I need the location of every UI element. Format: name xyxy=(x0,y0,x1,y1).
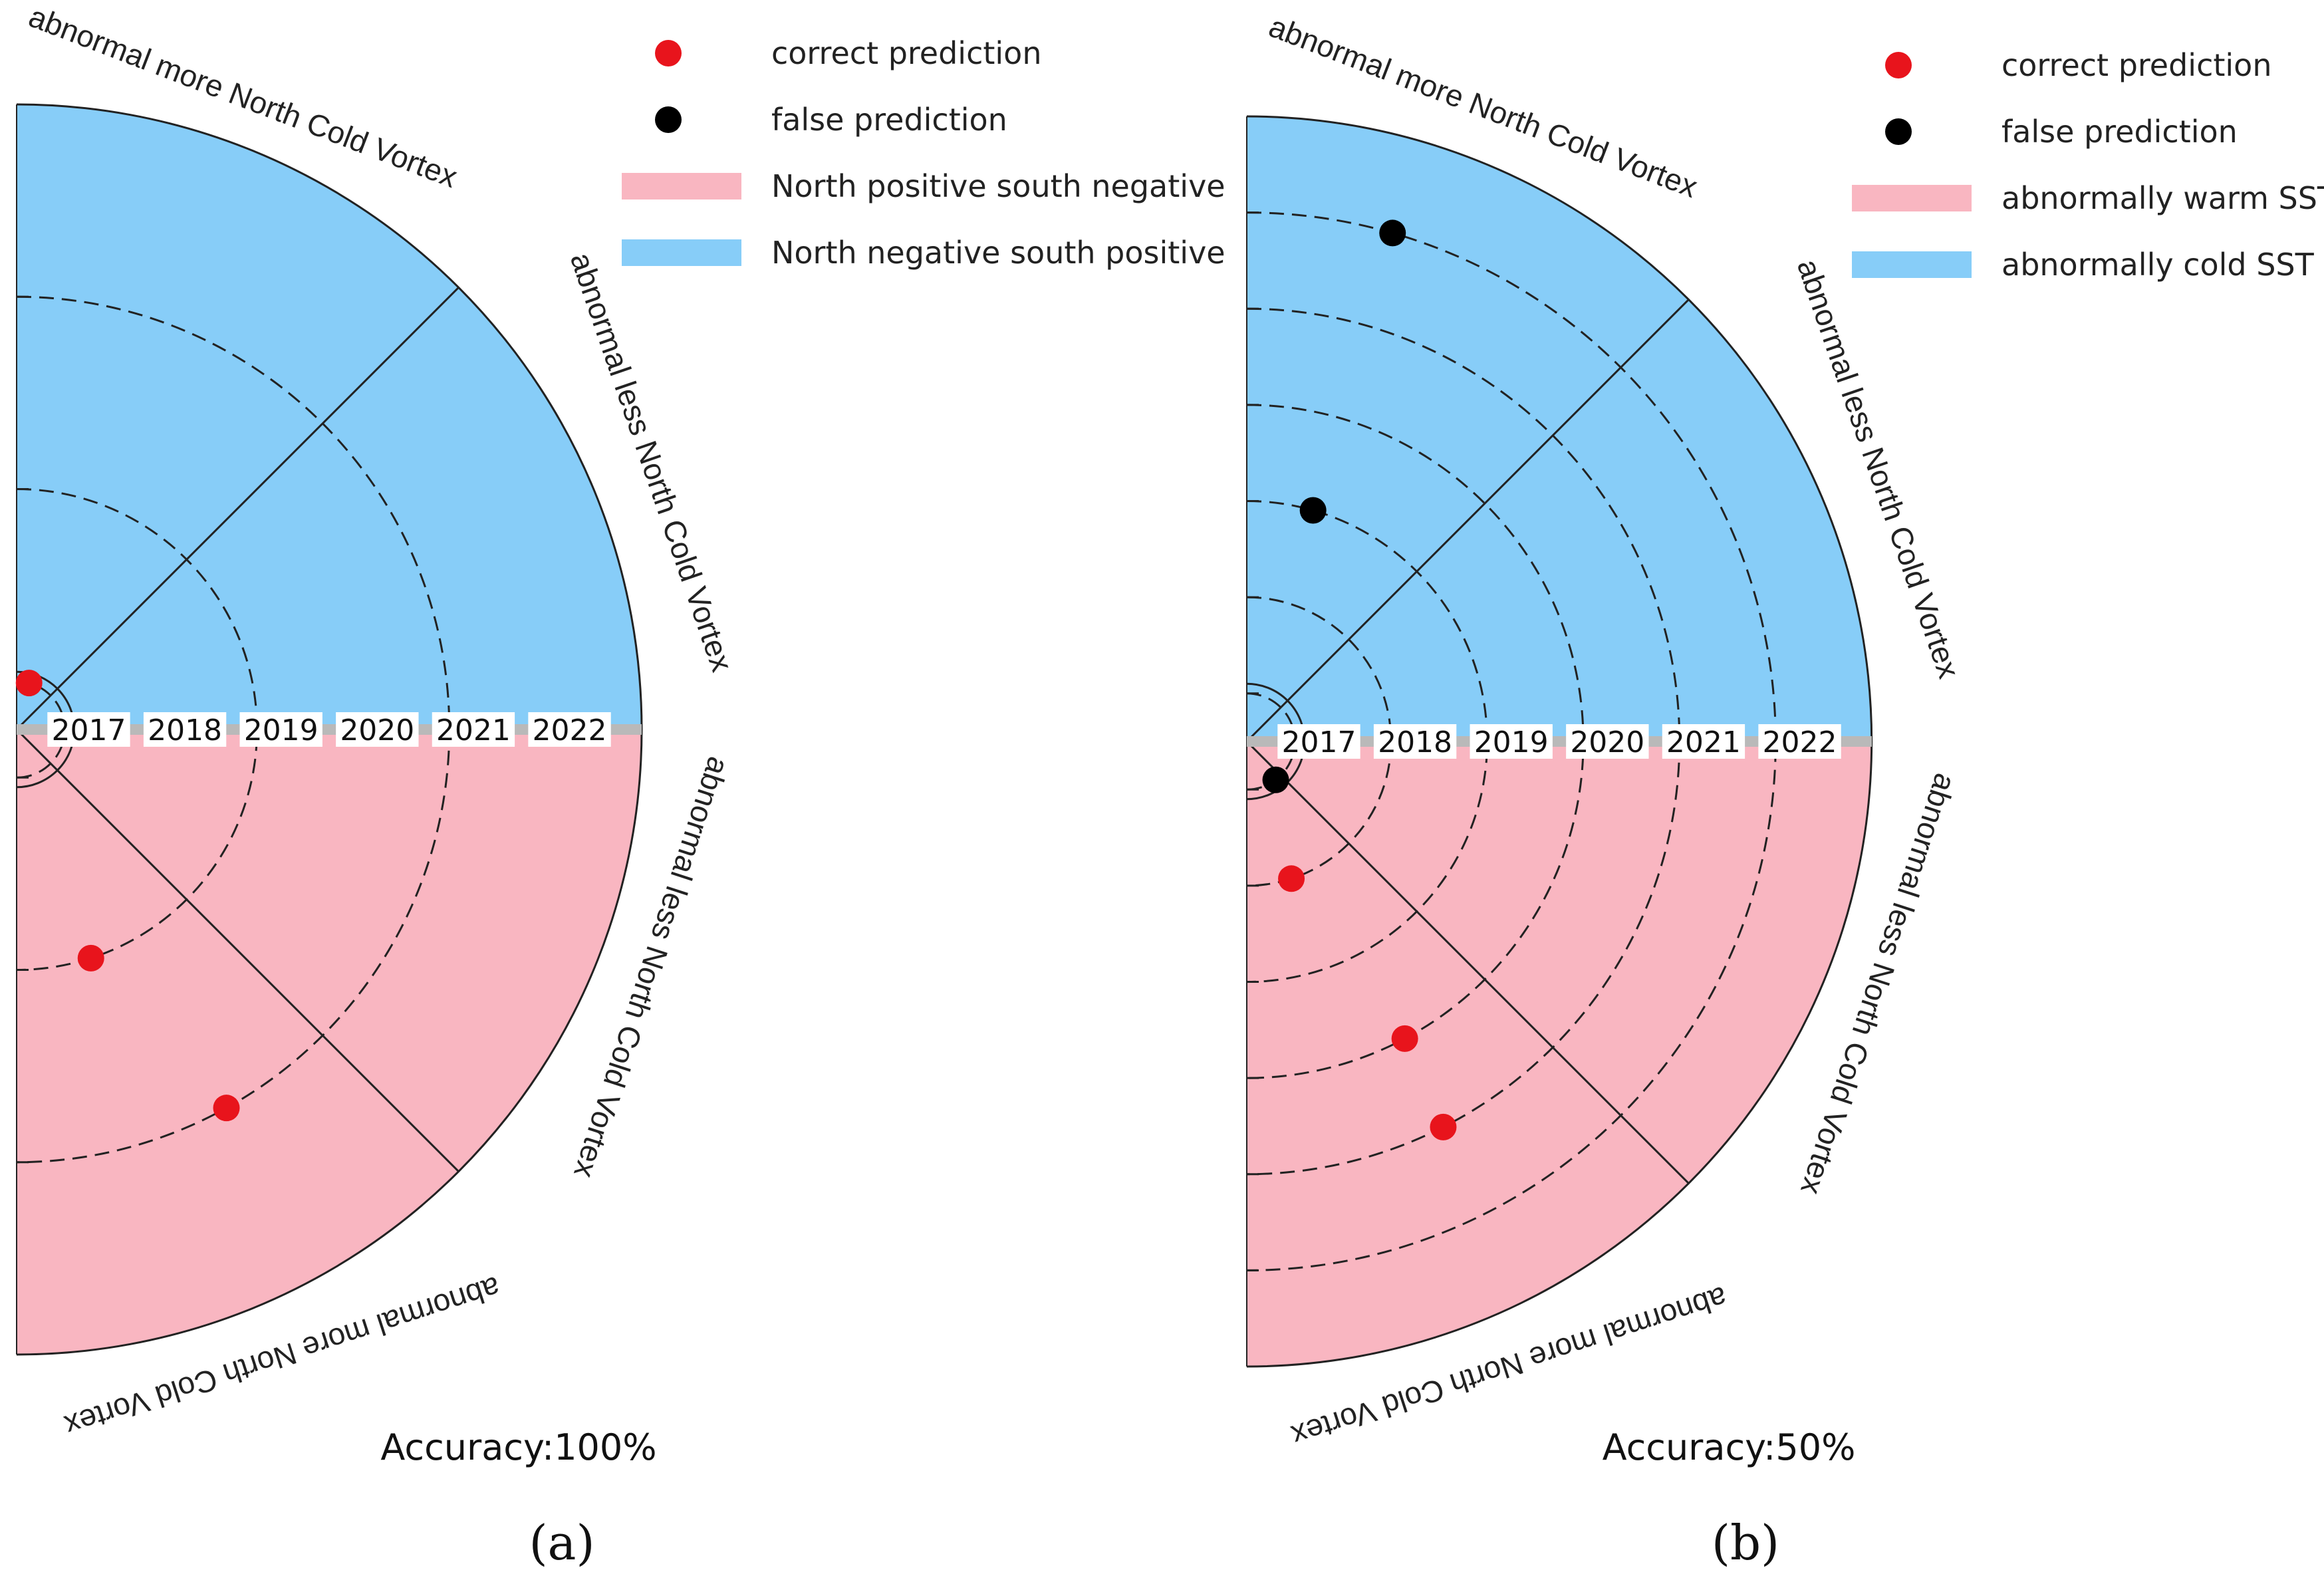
year-label: 2019 xyxy=(244,714,319,747)
panel-label: (a) xyxy=(529,1515,594,1571)
correct-point xyxy=(1430,1113,1457,1140)
legend-swatch xyxy=(622,239,741,266)
lower-diagonal xyxy=(1245,740,1690,1184)
correct-point xyxy=(77,944,104,972)
upper-diagonal xyxy=(1245,299,1690,743)
year-box xyxy=(528,712,611,747)
year-box xyxy=(1566,724,1649,759)
legend-label: abnormally warm SST xyxy=(2001,180,2324,216)
legend-label: correct prediction xyxy=(2001,47,2271,83)
year-box xyxy=(239,712,323,747)
legend-marker xyxy=(1885,52,1912,78)
year-box xyxy=(1662,724,1745,759)
correct-point xyxy=(1391,1025,1418,1052)
year-label: 2020 xyxy=(1570,725,1644,759)
false-point xyxy=(1299,497,1327,524)
correct-point xyxy=(1278,865,1305,892)
year-label: 2019 xyxy=(1474,725,1549,759)
year-label: 2022 xyxy=(1763,725,1837,759)
year-label: 2018 xyxy=(148,714,222,747)
year-label: 2017 xyxy=(1281,725,1356,759)
year-label: 2018 xyxy=(1378,725,1452,759)
year-box xyxy=(1470,724,1553,759)
year-box xyxy=(1373,724,1457,759)
legend-label: North negative south positive xyxy=(771,235,1226,271)
ring-2019 xyxy=(16,487,259,972)
correct-point xyxy=(213,1095,240,1122)
false-point xyxy=(1262,766,1289,793)
legend-label: false prediction xyxy=(771,102,1007,138)
legend-marker xyxy=(655,40,682,66)
year-label: 2021 xyxy=(1666,725,1741,759)
year-label: 2021 xyxy=(436,714,511,747)
accuracy-label: Accuracy:50% xyxy=(1603,1426,1856,1468)
legend-swatch xyxy=(1852,251,1972,278)
year-box xyxy=(432,712,515,747)
year-label: 2020 xyxy=(340,714,414,747)
legend-label: correct prediction xyxy=(771,35,1041,71)
upper-diagonal xyxy=(15,287,459,731)
legend-label: North positive south negative xyxy=(771,168,1226,204)
legend-marker xyxy=(655,106,682,133)
lower-diagonal xyxy=(15,728,459,1172)
year-box xyxy=(1758,724,1841,759)
legend-marker xyxy=(1885,118,1912,145)
year-label: 2022 xyxy=(533,714,607,747)
year-box xyxy=(143,712,227,747)
year-box xyxy=(47,712,130,747)
panel-label: (b) xyxy=(1712,1515,1779,1571)
ring-2019 xyxy=(1246,499,1489,984)
legend-label: false prediction xyxy=(2001,114,2238,150)
correct-point xyxy=(15,670,43,697)
legend-swatch xyxy=(1852,185,1972,211)
year-box xyxy=(336,712,419,747)
year-box xyxy=(1277,724,1360,759)
year-label: 2017 xyxy=(51,714,126,747)
legend-label: abnormally cold SST xyxy=(2001,247,2315,283)
accuracy-label: Accuracy:100% xyxy=(380,1426,656,1468)
legend-swatch xyxy=(622,173,741,199)
false-point xyxy=(1379,219,1406,247)
